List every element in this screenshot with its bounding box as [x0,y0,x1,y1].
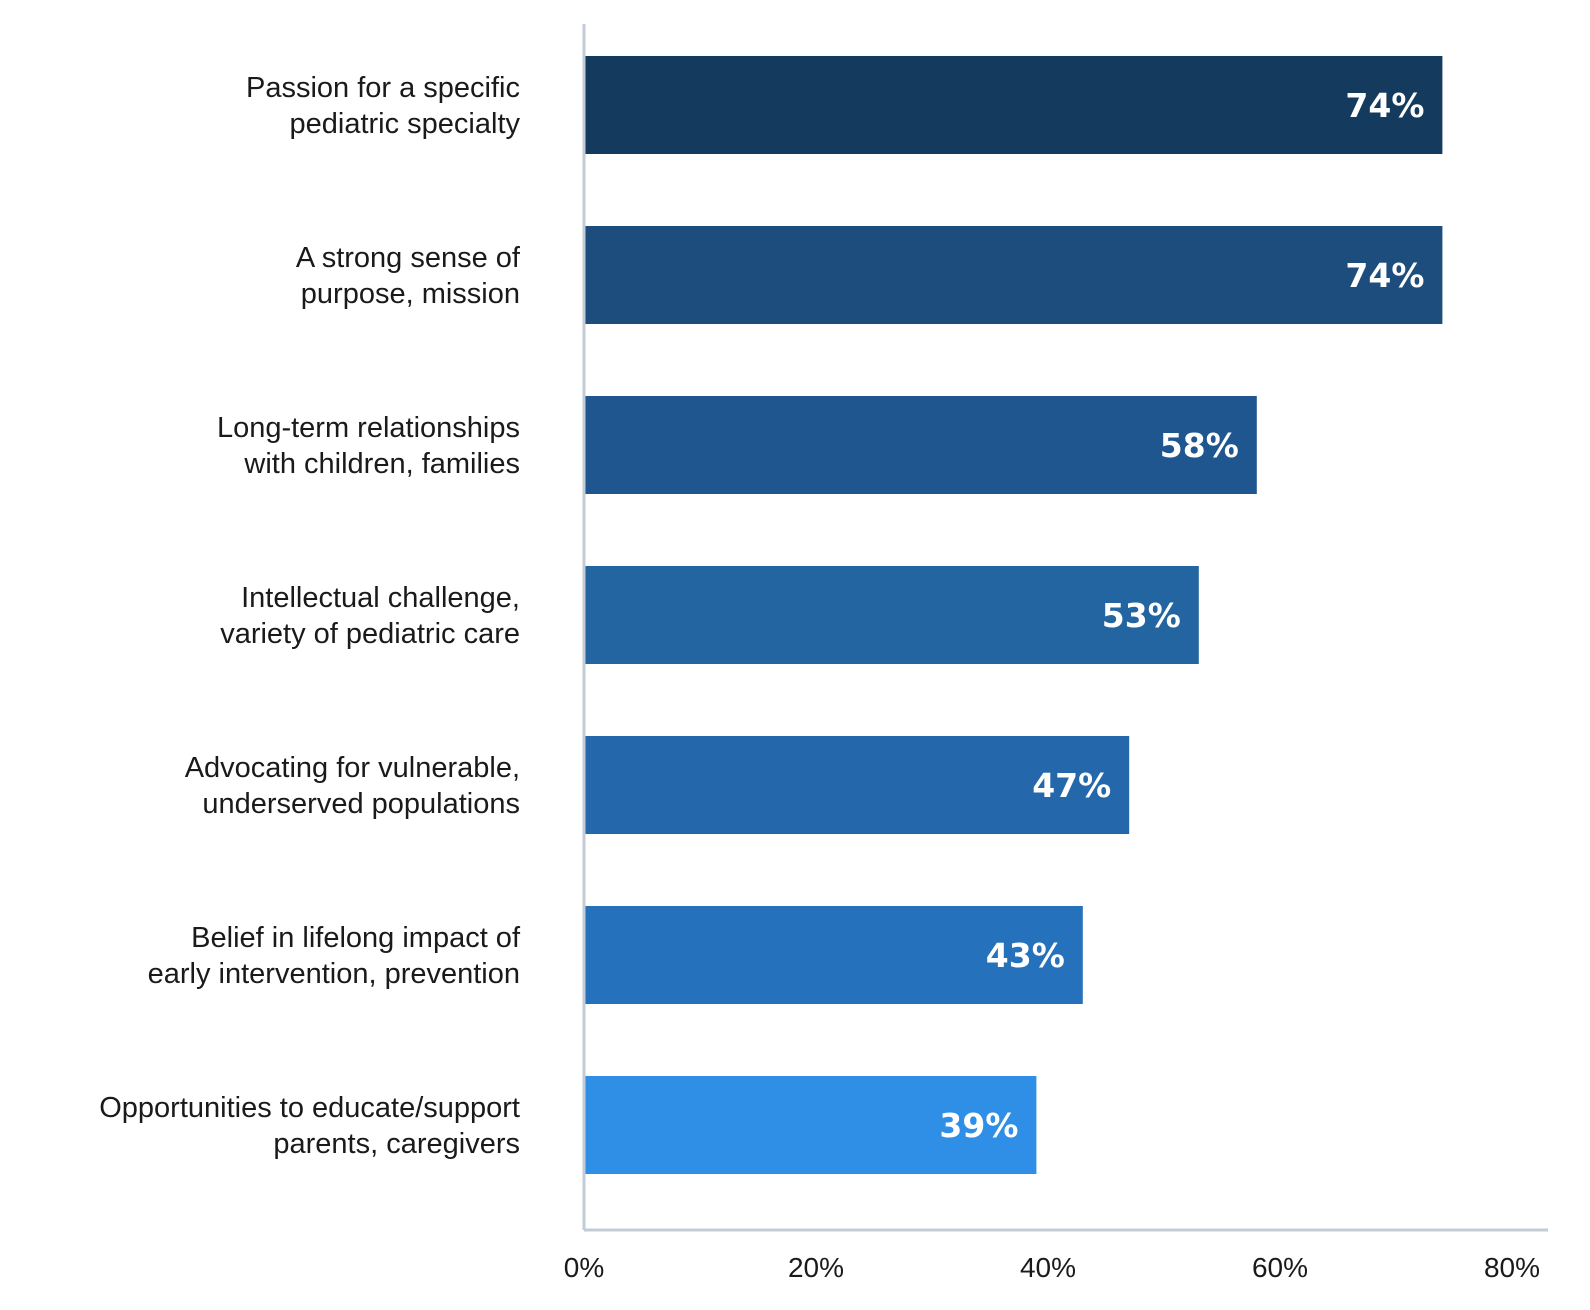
category-labels-group: Passion for a specific pediatric specialt… [99,72,521,1160]
category-label-6-line-2: early intervention, prevention [148,958,520,990]
data-label-4: 53% [1102,596,1181,635]
category-label-1: Passion for a specific pediatric specialt… [246,72,521,140]
x-tick-label-80: 80% [1484,1252,1540,1283]
category-label-2-line-2: purpose, mission [301,278,520,310]
data-label-5: 47% [1032,766,1111,805]
x-tick-labels-group: 0% 20% 40% 60% 80% [564,1252,1540,1283]
bars-group [584,56,1443,1174]
category-label-3-line-1: Long-term relationships [217,412,520,444]
axes-group [582,24,1548,1232]
category-label-4: Intellectual challenge, variety of pediat… [220,582,520,650]
category-label-1-line-1: Passion for a specific [246,72,520,104]
category-label-1-line-2: pediatric specialty [290,108,521,140]
bar-7 [584,1076,1037,1174]
data-labels-group: 74% 74% 58% 53% 47% 43% 39% [939,86,1424,1145]
bar-2 [584,226,1443,324]
data-label-6: 43% [986,936,1065,975]
x-tick-label-0: 0% [564,1252,604,1283]
data-label-1: 74% [1345,86,1424,125]
category-label-3: Long-term relationships with children, fa… [217,412,520,480]
bar-1 [584,56,1443,154]
data-label-3: 58% [1160,426,1239,465]
category-label-2-line-1: A strong sense of [296,242,521,274]
category-label-4-line-1: Intellectual challenge, [241,582,520,614]
x-tick-label-40: 40% [1020,1252,1076,1283]
category-label-5-line-1: Advocating for vulnerable, [185,752,520,784]
category-label-2: A strong sense of purpose, mission [296,242,521,310]
category-label-7-line-1: Opportunities to educate/support [99,1092,520,1124]
category-label-7: Opportunities to educate/support parents,… [99,1092,520,1160]
category-label-5-line-2: underserved populations [202,788,520,820]
x-tick-label-60: 60% [1252,1252,1308,1283]
bar-5 [584,736,1130,834]
category-label-3-line-2: with children, families [243,448,520,480]
category-label-7-line-2: parents, caregivers [273,1128,520,1160]
category-label-4-line-2: variety of pediatric care [220,618,520,650]
bar-3 [584,396,1257,494]
category-label-5: Advocating for vulnerable, underserved po… [185,752,520,820]
x-tick-label-20: 20% [788,1252,844,1283]
category-label-6: Belief in lifelong impact of early interv… [148,922,521,990]
data-label-2: 74% [1345,256,1424,295]
bar-6 [584,906,1083,1004]
bar-4 [584,566,1199,664]
data-label-7: 39% [939,1106,1018,1145]
category-label-6-line-1: Belief in lifelong impact of [191,922,521,954]
